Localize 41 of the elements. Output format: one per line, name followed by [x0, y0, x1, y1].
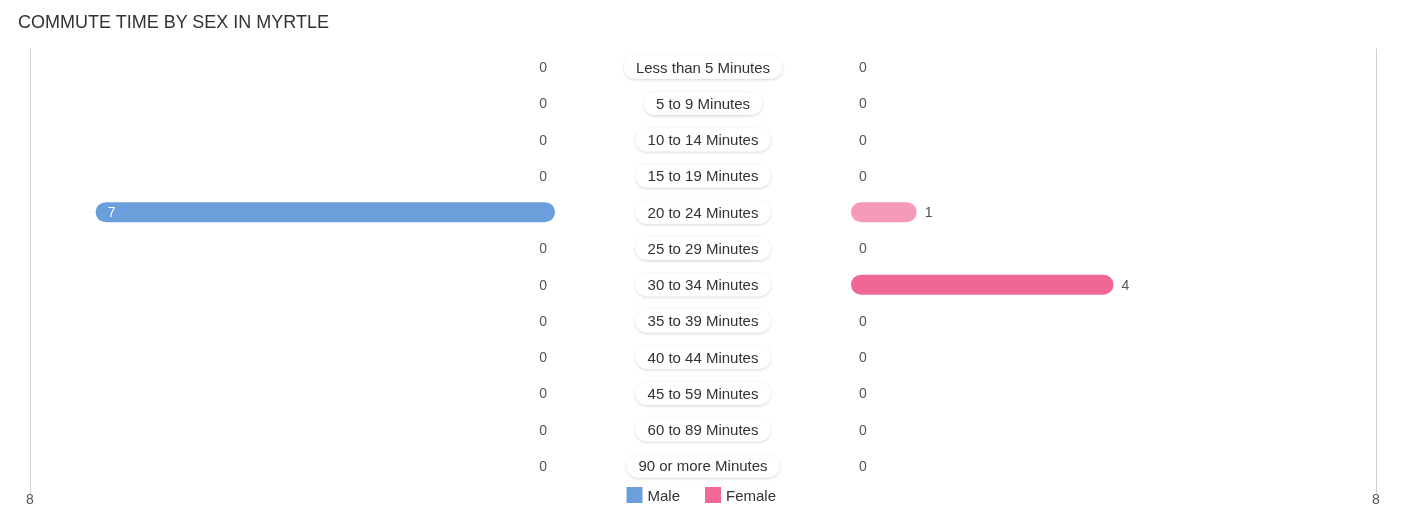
- data-label: 0: [539, 59, 548, 76]
- data-label: 0: [539, 385, 548, 402]
- y-tick-label: 25 to 29 Minutes: [647, 239, 759, 257]
- data-label: 0: [539, 349, 548, 366]
- chart-title: COMMUTE TIME BY SEX IN MYRTLE: [18, 12, 330, 32]
- x-tick-label: 8: [26, 491, 35, 507]
- x-tick-label: 8: [1372, 491, 1381, 507]
- data-label: 0: [859, 385, 867, 402]
- data-label: 0: [539, 457, 548, 474]
- data-label: 0: [859, 457, 867, 474]
- y-tick-label: 5 to 9 Minutes: [655, 94, 751, 112]
- data-label: 7: [107, 204, 116, 221]
- data-label: 0: [859, 131, 867, 148]
- data-label: 0: [539, 131, 548, 148]
- y-tick-label: 40 to 44 Minutes: [647, 348, 759, 366]
- data-label: 0: [539, 240, 548, 257]
- y-tick-label: 20 to 24 Minutes: [647, 203, 759, 221]
- data-label: 0: [859, 312, 867, 329]
- y-tick-label: 60 to 89 Minutes: [647, 421, 759, 439]
- y-tick-label: 90 or more Minutes: [638, 457, 768, 475]
- data-label: 0: [539, 421, 548, 438]
- data-label: 0: [539, 276, 548, 293]
- data-label: 0: [859, 349, 867, 366]
- data-label: 0: [859, 59, 867, 76]
- data-label: 0: [859, 240, 867, 257]
- legend-label: Female: [726, 486, 777, 504]
- data-label: 0: [539, 95, 548, 112]
- data-label: 0: [859, 421, 867, 438]
- data-label: 1: [924, 204, 933, 221]
- y-tick-label: 35 to 39 Minutes: [647, 312, 759, 330]
- data-label: 0: [539, 167, 548, 184]
- y-tick-label: 15 to 19 Minutes: [647, 167, 759, 185]
- y-tick-label: Less than 5 Minutes: [635, 58, 771, 76]
- y-tick-label: 45 to 59 Minutes: [647, 384, 759, 402]
- data-label: 0: [859, 167, 867, 184]
- legend-label: Male: [647, 486, 680, 504]
- y-tick-label: 30 to 34 Minutes: [647, 276, 759, 294]
- data-label: 0: [859, 95, 867, 112]
- data-label: 0: [539, 312, 548, 329]
- data-label: 4: [1121, 276, 1130, 293]
- y-tick-label: 10 to 14 Minutes: [647, 131, 759, 149]
